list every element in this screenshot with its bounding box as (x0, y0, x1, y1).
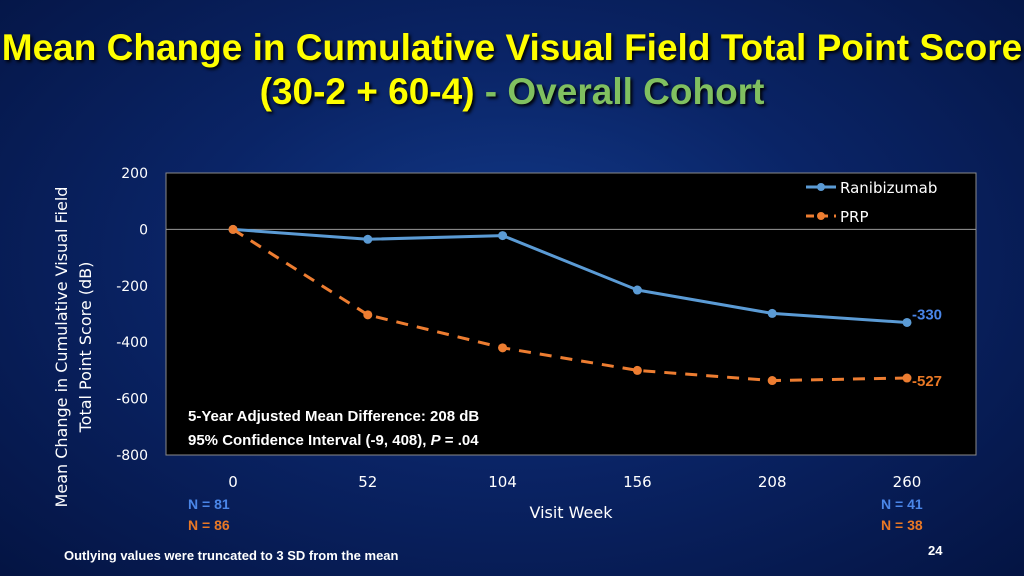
title-highlight: Overall Cohort (507, 71, 765, 112)
x-tick-label: 208 (758, 473, 787, 491)
data-point-ranibizumab (902, 317, 912, 327)
annotation-ci: 95% Confidence Interval (-9, 408), (188, 432, 431, 449)
annotation-p-symbol: P (431, 432, 442, 449)
data-point-prp (767, 376, 777, 386)
title-separator: - (474, 71, 508, 112)
x-tick-label: 104 (488, 473, 517, 491)
slide-title: Mean Change in Cumulative Visual Field T… (0, 26, 1024, 114)
y-tick-label: 0 (139, 222, 148, 238)
plot-area (165, 172, 977, 456)
end-label-prp: -527 (912, 373, 942, 390)
footnote: Outlying values were truncated to 3 SD f… (64, 548, 399, 563)
series-line-prp (232, 228, 908, 383)
data-point-ranibizumab (363, 234, 373, 244)
y-tick-label: -800 (116, 448, 148, 464)
data-point-prp (632, 365, 642, 375)
data-point-ranibizumab (498, 231, 508, 241)
n-start-ranibizumab: N = 81 (188, 496, 230, 512)
data-point-ranibizumab (632, 285, 642, 295)
y-tick-label: -400 (116, 335, 148, 351)
x-tick-label: 260 (893, 473, 922, 491)
n-end-prp: N = 38 (881, 517, 923, 533)
annotation-line-2: 95% Confidence Interval (-9, 408), P = .… (188, 432, 479, 449)
legend-prp-marker (817, 212, 825, 220)
series-line-ranibizumab (232, 227, 908, 324)
data-point-prp (363, 310, 373, 320)
annotation-p-value: = .04 (441, 432, 480, 449)
data-point-ranibizumab (767, 308, 777, 318)
y-tick-label: 200 (121, 166, 148, 182)
title-main: Mean Change in Cumulative Visual Field T… (1, 27, 1023, 112)
x-tick-label: 156 (623, 473, 652, 491)
page-number: 24 (928, 543, 943, 558)
annotation-line-1: 5-Year Adjusted Mean Difference: 208 dB (188, 408, 479, 425)
legend-ranibizumab-label: Ranibizumab (840, 179, 937, 197)
y-tick-label: -200 (116, 279, 148, 295)
x-axis-label: Visit Week (529, 503, 613, 522)
legend: Ranibizumab PRP (806, 179, 937, 226)
y-tick-label: -600 (116, 392, 148, 408)
legend-prp-label: PRP (840, 208, 869, 226)
end-label-ranibizumab: -330 (912, 306, 942, 323)
data-point-prp (228, 224, 238, 234)
legend-ranibizumab-marker (817, 183, 825, 191)
x-tick-label: 52 (358, 473, 377, 491)
n-start-prp: N = 86 (188, 517, 230, 533)
data-point-prp (498, 343, 508, 353)
data-point-prp (902, 373, 912, 383)
n-end-ranibizumab: N = 41 (881, 496, 923, 512)
x-tick-label: 0 (228, 473, 238, 491)
